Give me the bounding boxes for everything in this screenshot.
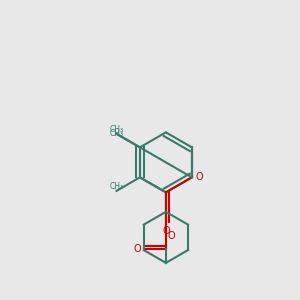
- Text: CH₃: CH₃: [110, 182, 124, 191]
- Text: O: O: [134, 244, 141, 254]
- Text: O: O: [168, 231, 175, 241]
- Text: O: O: [162, 226, 170, 236]
- Text: CH₃: CH₃: [110, 125, 124, 134]
- Text: CH₃: CH₃: [110, 129, 124, 138]
- Text: O: O: [195, 172, 203, 182]
